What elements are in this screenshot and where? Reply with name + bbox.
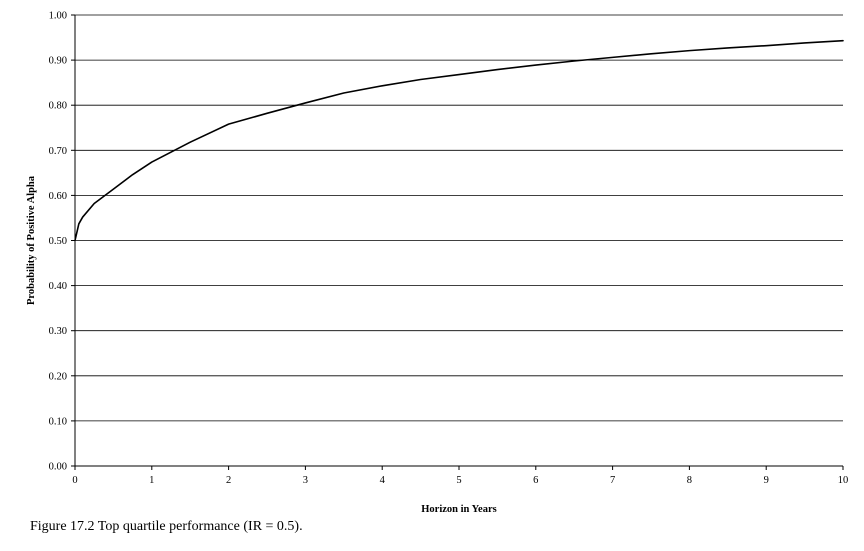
series [74,39,844,242]
figure-caption: Figure 17.2 Top quartile performance (IR… [30,519,303,534]
y-tick-label: 0.90 [49,56,67,67]
y-tick-label: 0.30 [49,326,67,337]
x-tick-label: 5 [456,475,461,486]
y-axis-title: Probability of Positive Alpha [26,175,37,305]
x-tick-label: 1 [149,475,154,486]
y-tick-label: 0.20 [49,371,67,382]
x-tick-label: 4 [380,475,386,486]
x-tick-label: 8 [687,475,692,486]
y-tick-label: 0.00 [49,462,67,473]
y-tick-label: 1.00 [49,11,67,22]
y-tick-label: 0.40 [49,281,67,292]
line-chart: 0.00 0.10 0.20 0.30 0.40 0.50 0.60 0.70 0.80 0.90… [26,11,849,516]
x-tick-label: 6 [533,475,538,486]
gridlines [75,14,843,422]
x-tick-label: 0 [72,475,77,486]
y-tick-label: 0.60 [49,191,67,202]
x-tick-label: 3 [303,475,308,486]
y-tick-label: 0.80 [49,101,67,112]
chart-container: 0.00 0.10 0.20 0.30 0.40 0.50 0.60 0.70 0.80 0.90… [26,11,849,516]
series-line [74,39,844,242]
y-tick-label: 0.50 [49,236,67,247]
y-tick-label: 0.10 [49,416,67,427]
tick-labels: 0.00 0.10 0.20 0.30 0.40 0.50 0.60 0.70 0.80 0.90… [49,11,849,487]
y-tick-label: 0.70 [49,146,67,157]
x-tick-label: 9 [764,475,769,486]
x-axis-title: Horizon in Years [421,504,496,515]
x-tick-label: 2 [226,475,231,486]
x-tick-label: 7 [610,475,615,486]
x-tick-label: 10 [838,475,849,486]
